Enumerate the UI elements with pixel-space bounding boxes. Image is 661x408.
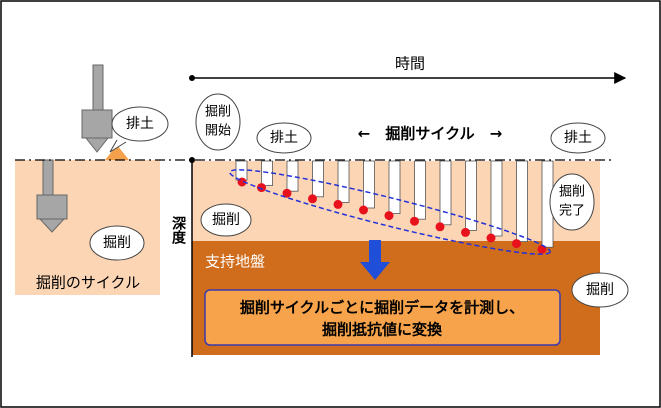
callout-text: 排土 — [564, 130, 592, 146]
borehole — [465, 160, 477, 231]
drill-shaft — [92, 64, 104, 111]
drill-tip — [38, 218, 66, 233]
excavation-point — [384, 211, 394, 221]
time-label: 時間 — [395, 55, 425, 73]
excavation-point — [435, 222, 445, 232]
excavation-point — [512, 239, 521, 249]
borehole — [363, 160, 375, 209]
drill-shaft — [42, 159, 54, 196]
callout-text: 掘削 — [559, 185, 585, 200]
drill-head — [36, 194, 68, 220]
excavation-path — [229, 169, 551, 255]
excavation-point — [257, 183, 266, 193]
cycle-label: ← 掘削サイクル → — [358, 125, 502, 143]
excavation-point — [461, 227, 470, 237]
borehole — [516, 160, 528, 242]
callout — [256, 122, 312, 154]
layer-label: 支持地盤 — [205, 253, 265, 271]
callout-text: 排土 — [270, 130, 298, 146]
borehole — [312, 160, 324, 198]
axis-origin — [189, 157, 195, 163]
callout — [550, 122, 606, 154]
discharge-mark — [105, 145, 129, 160]
excavation-point — [282, 188, 292, 198]
callout-text: 掘削 — [586, 282, 614, 298]
summary-box — [204, 289, 561, 346]
down-arrow — [360, 240, 390, 280]
callout-text: 掘削 — [212, 212, 240, 228]
excavation-point — [308, 194, 317, 204]
callout-text: 掘削 — [103, 235, 131, 251]
excavation-point — [410, 216, 419, 226]
callout — [571, 272, 629, 308]
depth-label: 深度 — [170, 216, 186, 245]
borehole — [337, 160, 350, 203]
drill-head — [81, 109, 113, 139]
caption: 掘削のサイクル — [36, 274, 140, 292]
summary-text: 掘削サイクルごとに掘削データを計測し、 — [240, 299, 524, 317]
callout-tail — [109, 139, 127, 153]
axis-origin — [189, 75, 195, 81]
borehole — [261, 160, 273, 187]
left-ground — [15, 160, 160, 295]
callout — [200, 203, 252, 237]
borehole — [388, 160, 401, 214]
callout — [89, 225, 145, 261]
drill-tip — [84, 137, 110, 153]
borehole — [439, 160, 452, 226]
excavation-point — [359, 205, 368, 215]
callout-text: 排土 — [126, 116, 154, 132]
callout-text: 掘削 — [205, 105, 231, 120]
summary-text: 掘削抵抗値に変換 — [322, 321, 443, 339]
borehole — [490, 160, 503, 237]
boreholes — [235, 160, 554, 254]
callout — [549, 173, 595, 231]
callout-text: 開始 — [205, 124, 231, 139]
callout-text: 完了 — [559, 204, 585, 219]
callout — [195, 93, 241, 151]
callout — [111, 106, 169, 142]
borehole — [414, 160, 426, 220]
excavation-point — [333, 199, 343, 209]
excavation-point — [486, 233, 496, 243]
